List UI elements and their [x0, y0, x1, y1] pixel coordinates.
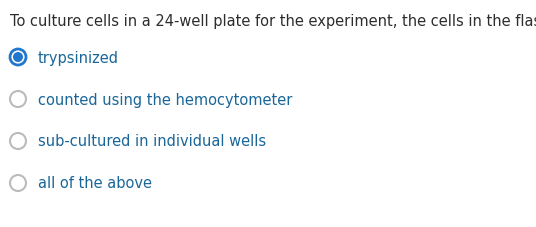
- Circle shape: [10, 175, 26, 191]
- Text: trypsinized: trypsinized: [38, 50, 119, 65]
- Text: sub-cultured in individual wells: sub-cultured in individual wells: [38, 134, 266, 149]
- Text: counted using the hemocytometer: counted using the hemocytometer: [38, 92, 292, 107]
- Text: To culture cells in a 24-well plate for the experiment, the cells in the flask n: To culture cells in a 24-well plate for …: [10, 14, 536, 29]
- Circle shape: [10, 133, 26, 149]
- Circle shape: [10, 92, 26, 108]
- Circle shape: [10, 50, 26, 66]
- Circle shape: [13, 53, 23, 63]
- Text: all of the above: all of the above: [38, 176, 152, 191]
